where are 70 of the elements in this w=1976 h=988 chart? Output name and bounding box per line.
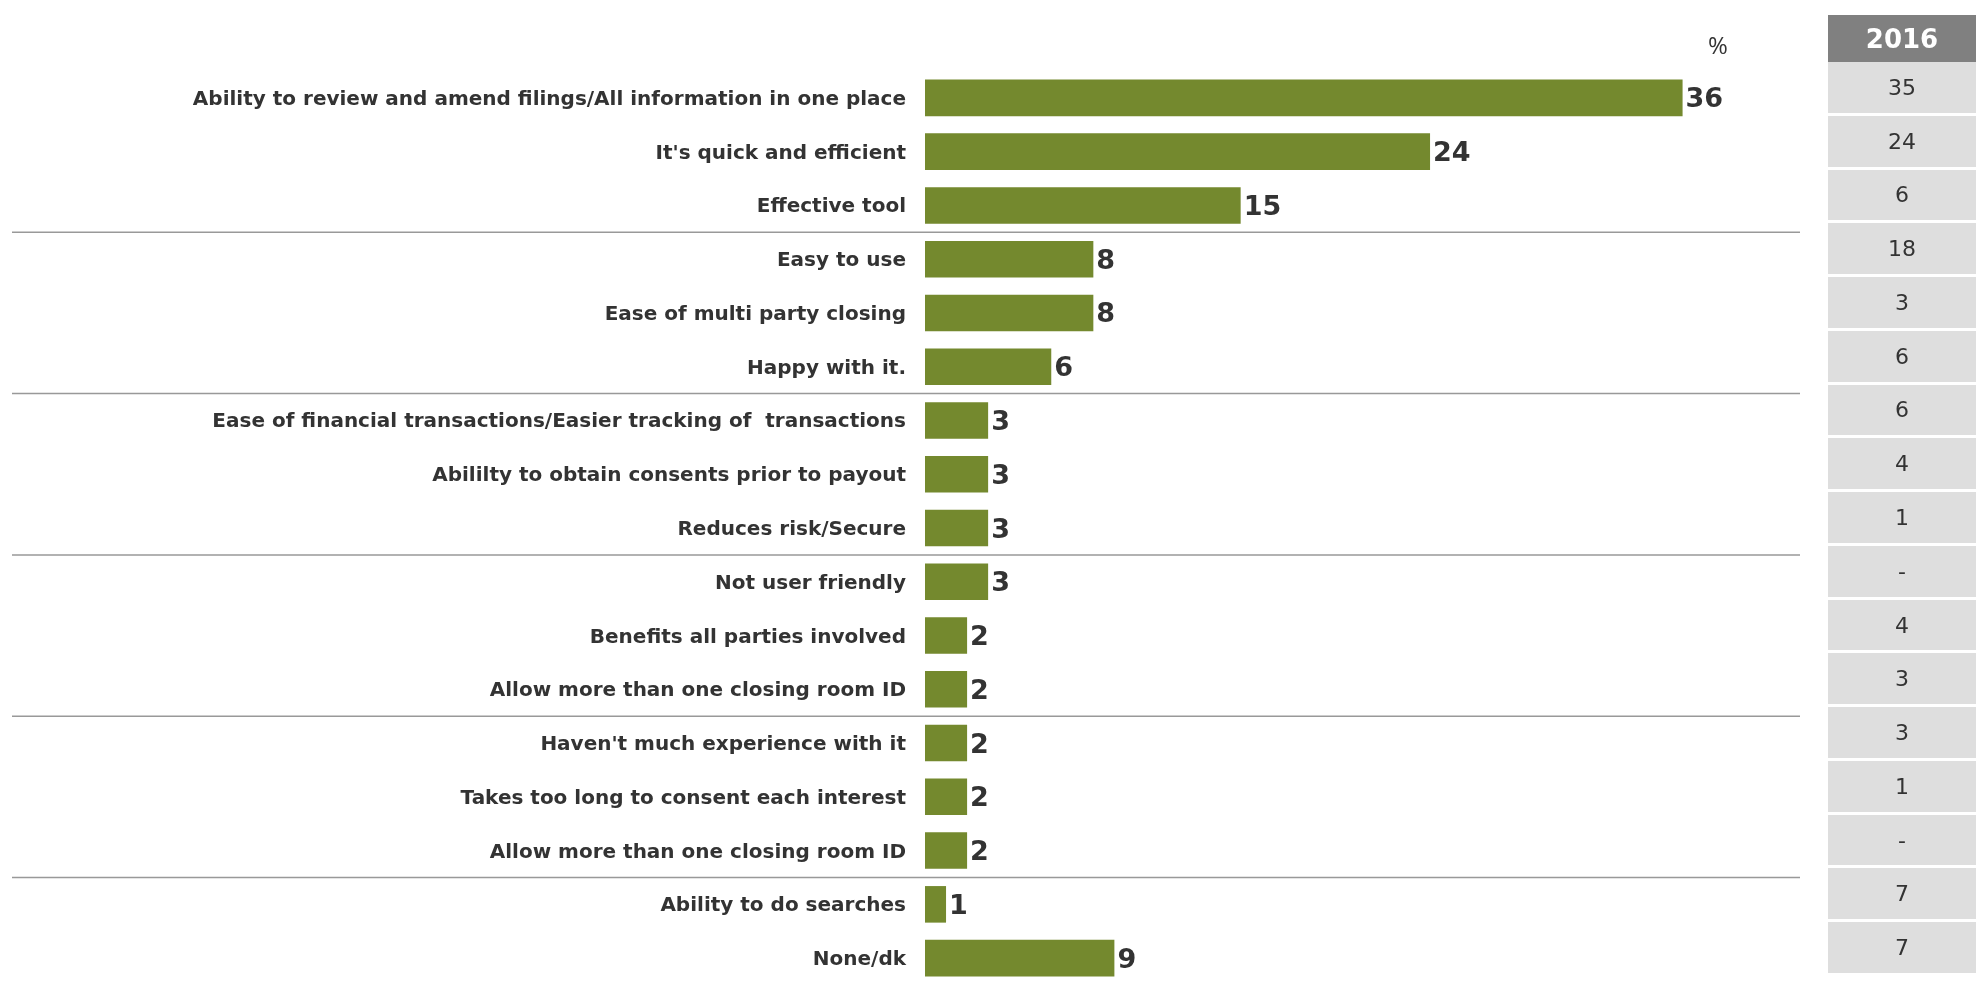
y-tick-label: Haven't much experience with it (540, 731, 907, 756)
bar (925, 79, 1683, 117)
y-tick-label: Ability to do searches (660, 892, 906, 917)
text: 3 (1828, 707, 1976, 761)
text: - (1828, 545, 1976, 600)
data-label: 2 (970, 781, 989, 813)
y-tick-label: Ability to review and amend filings/All information in one place (192, 85, 906, 110)
y-tick-label: Happy with it. (747, 354, 906, 379)
bar (925, 294, 1094, 332)
bar (925, 886, 947, 923)
y-tick-label: None/dk (812, 946, 907, 971)
data-label: 9 (1117, 942, 1137, 974)
y-tick-label: Not user friendly (715, 569, 906, 594)
bar (925, 563, 989, 601)
text: % (1708, 28, 1728, 61)
data-label: 36 (1685, 82, 1724, 114)
data-label: 3 (991, 512, 1010, 544)
y-tick-label: Ease of financial transactions/Easier tracking of transactions (212, 408, 906, 433)
data-label: 24 (1433, 136, 1471, 168)
y-tick-label: Allow more than one closing room ID (489, 677, 906, 702)
y-tick-label: Allow more than one closing room ID (489, 838, 906, 863)
data-label: 8 (1096, 297, 1116, 329)
y-tick-label: Ease of multi party closing (604, 300, 906, 325)
y-tick-label: Benefits all parties involved (589, 623, 906, 648)
bar (925, 939, 1115, 977)
data-label: 3 (991, 404, 1010, 436)
text: 7 (1828, 868, 1976, 923)
bar (925, 724, 968, 762)
data-label: 1 (949, 888, 968, 920)
y-tick-label: It's quick and efficient (655, 139, 907, 164)
data-label: 2 (970, 835, 989, 867)
data-label: 3 (991, 566, 1010, 598)
data-label: 2 (970, 727, 989, 759)
bar (925, 671, 968, 708)
text: 6 (1828, 330, 1976, 385)
text: 1 (1828, 492, 1976, 546)
bar (925, 617, 968, 654)
text: 18 (1828, 223, 1976, 278)
bar (925, 348, 1052, 385)
bar (925, 832, 968, 869)
bar (925, 133, 1431, 170)
text: 3 (1828, 653, 1976, 708)
y-tick-label: Abililty to obtain consents prior to payout (432, 462, 907, 487)
bar (925, 240, 1094, 278)
y-tick-label: Easy to use (776, 247, 906, 272)
y-tick-label: Takes too long to consent each interest (460, 784, 907, 809)
text: 4 (1828, 599, 1976, 654)
text: 1 (1828, 760, 1976, 815)
text: 35 (1828, 62, 1976, 116)
y-tick-label: Effective tool (756, 193, 906, 218)
text: 24 (1828, 115, 1976, 170)
bar (925, 509, 989, 547)
bar (925, 778, 968, 816)
data-label: 15 (1243, 189, 1282, 221)
bar (925, 402, 989, 439)
text: - (1828, 814, 1976, 869)
bar (925, 187, 1241, 224)
data-label: 2 (970, 620, 989, 652)
text: 7 (1828, 922, 1976, 976)
bar (925, 455, 989, 493)
data-label: 3 (991, 458, 1010, 490)
text: 3 (1828, 277, 1976, 331)
text: 2016 (1828, 15, 1976, 62)
data-label: 6 (1054, 351, 1074, 383)
y-tick-label: Reduces risk/Secure (677, 516, 906, 540)
data-label: 2 (970, 673, 989, 705)
text: 6 (1828, 384, 1976, 439)
data-label: 8 (1096, 243, 1116, 275)
text: 6 (1828, 169, 1976, 224)
text: 4 (1828, 438, 1976, 493)
